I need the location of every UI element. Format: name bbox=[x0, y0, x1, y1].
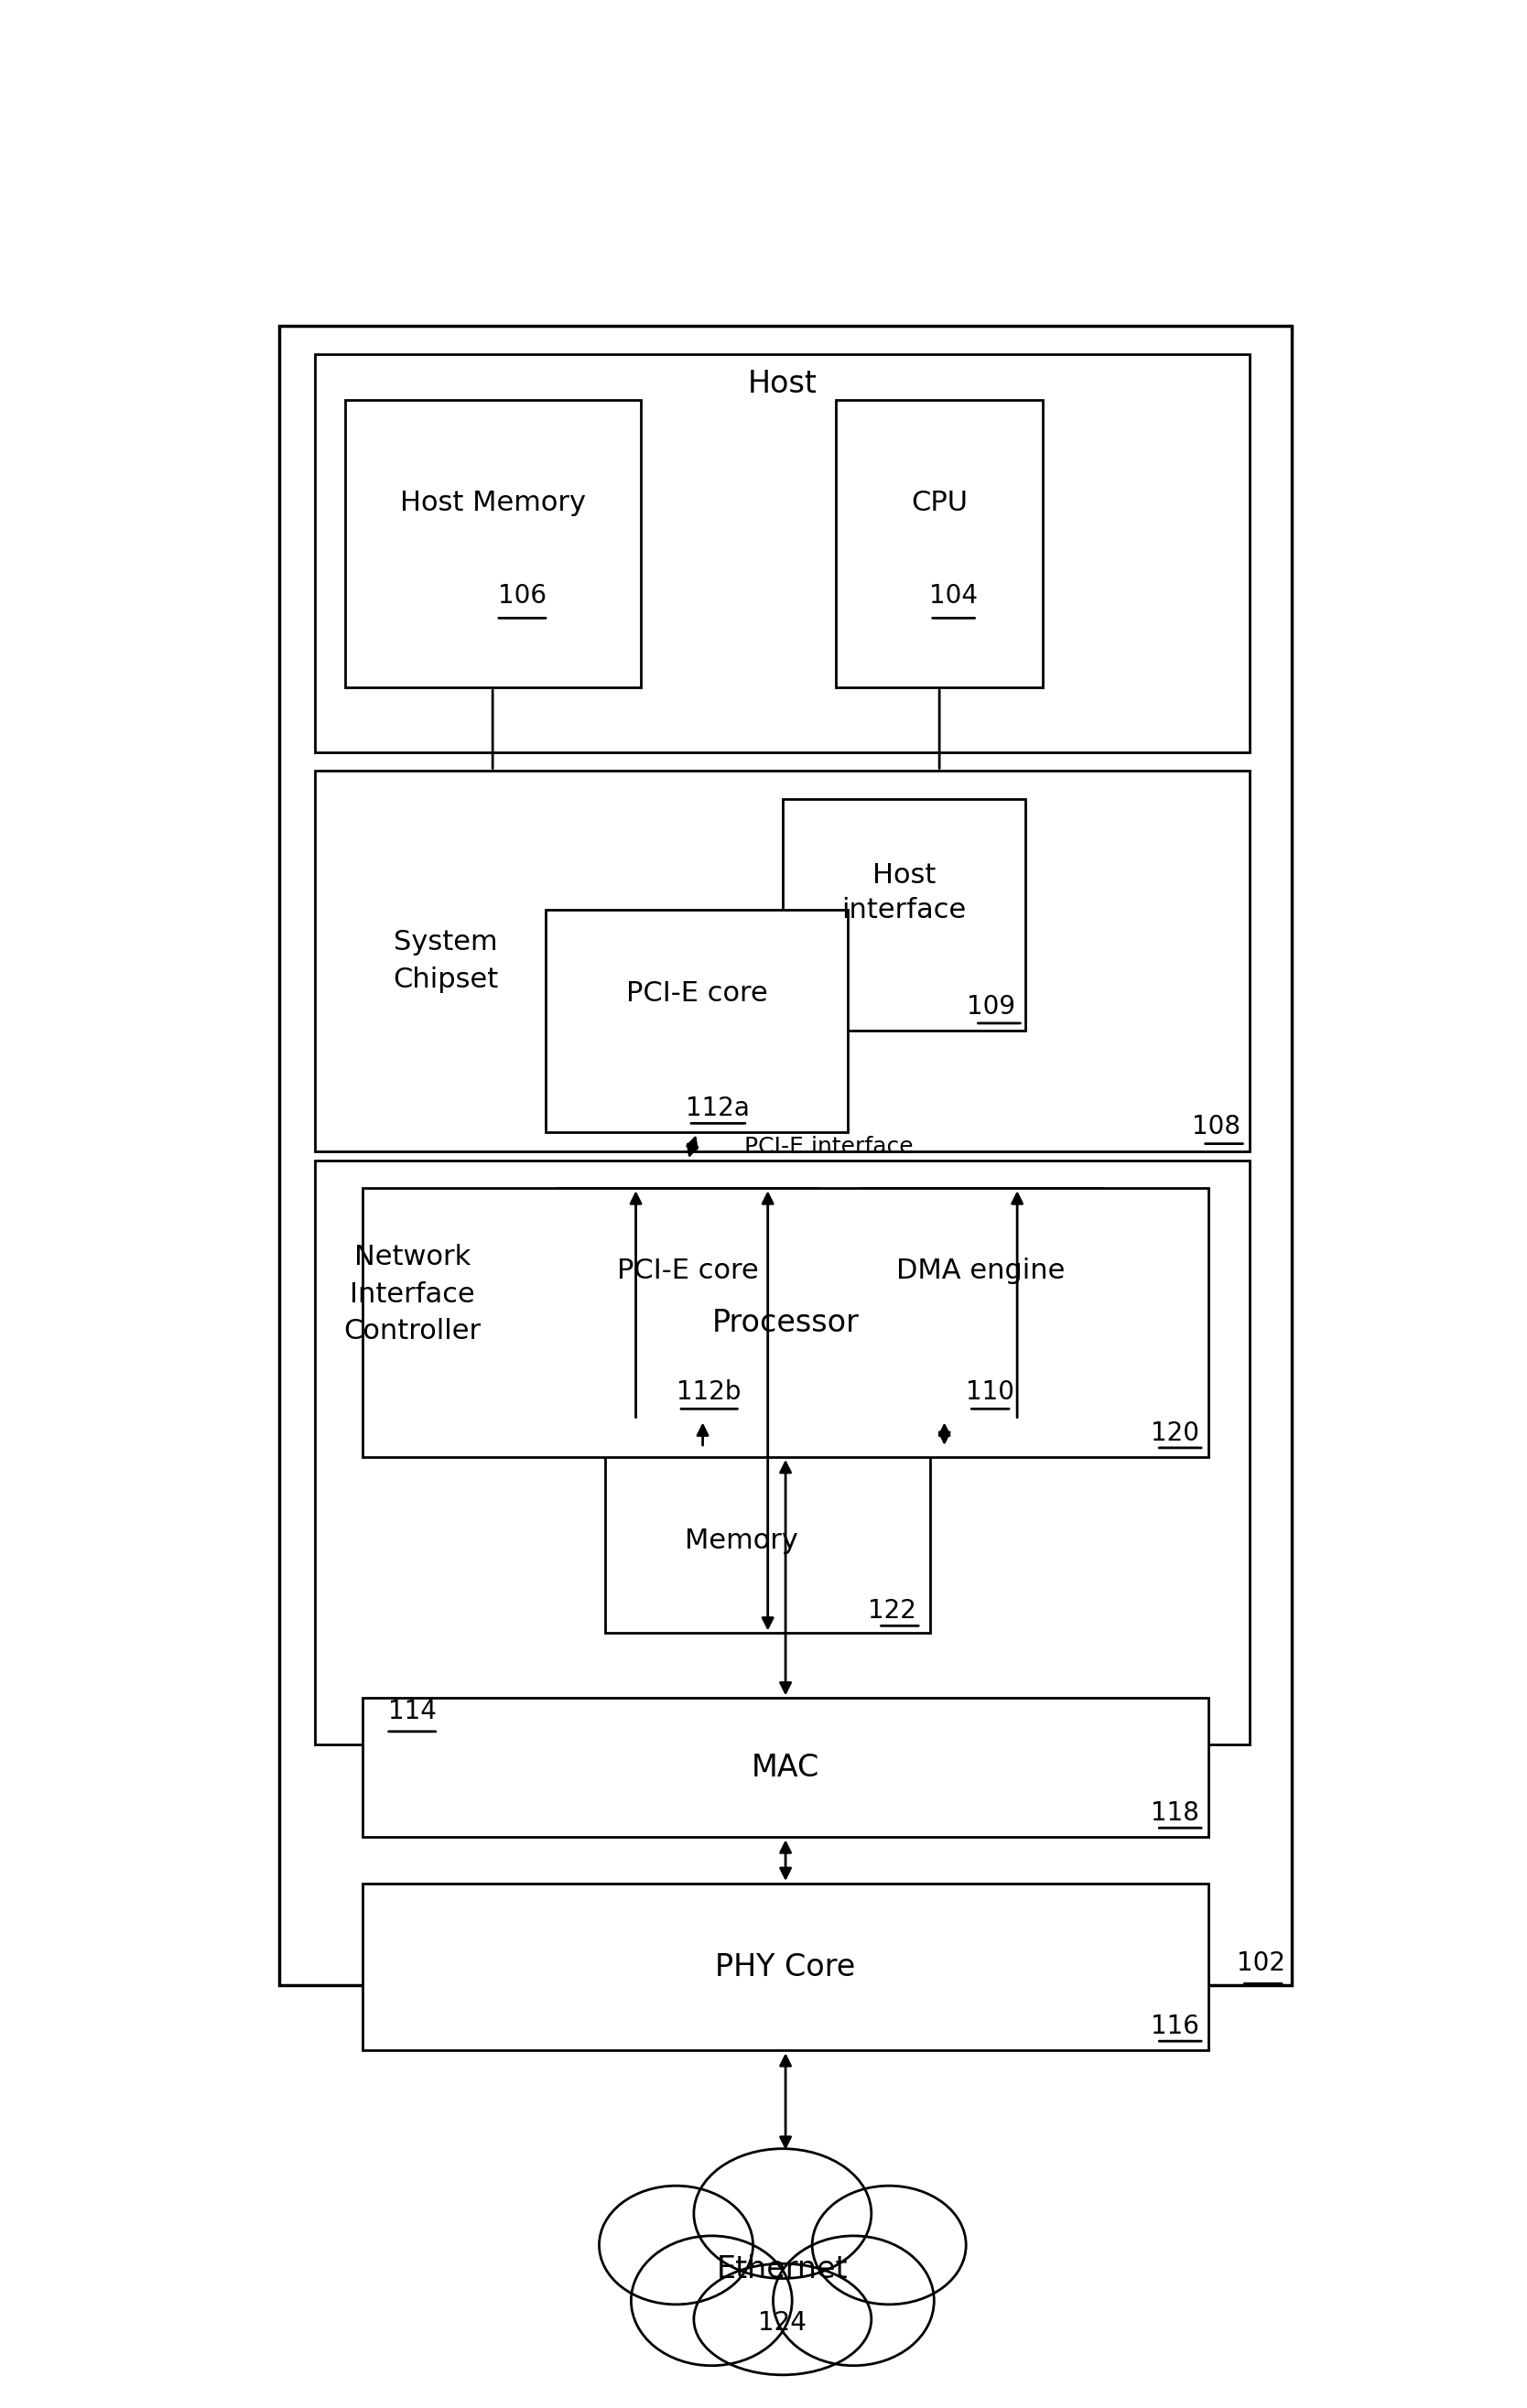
FancyBboxPatch shape bbox=[835, 400, 1043, 689]
Text: PCI-E core: PCI-E core bbox=[617, 1257, 759, 1283]
FancyBboxPatch shape bbox=[345, 400, 641, 689]
Text: 106: 106 bbox=[498, 583, 547, 609]
Ellipse shape bbox=[693, 2264, 872, 2374]
Text: PCI-E interface: PCI-E interface bbox=[744, 1137, 913, 1158]
FancyBboxPatch shape bbox=[545, 910, 847, 1132]
Text: 108: 108 bbox=[1193, 1115, 1240, 1139]
Text: Ethernet: Ethernet bbox=[716, 2254, 849, 2285]
FancyBboxPatch shape bbox=[782, 799, 1025, 1031]
Text: Host Memory: Host Memory bbox=[400, 489, 585, 515]
FancyBboxPatch shape bbox=[362, 1883, 1209, 2052]
Ellipse shape bbox=[599, 2186, 753, 2304]
Text: 104: 104 bbox=[930, 583, 977, 609]
Text: 116: 116 bbox=[1151, 2013, 1199, 2040]
Ellipse shape bbox=[631, 2235, 793, 2365]
FancyBboxPatch shape bbox=[605, 1447, 930, 1633]
Text: 109: 109 bbox=[967, 995, 1015, 1019]
FancyBboxPatch shape bbox=[557, 1187, 818, 1421]
Text: 124: 124 bbox=[759, 2309, 806, 2336]
FancyBboxPatch shape bbox=[279, 325, 1292, 1987]
FancyBboxPatch shape bbox=[362, 1187, 1209, 1457]
FancyBboxPatch shape bbox=[315, 1161, 1251, 1743]
Text: 122: 122 bbox=[867, 1599, 916, 1623]
FancyBboxPatch shape bbox=[315, 354, 1251, 751]
Ellipse shape bbox=[812, 2186, 967, 2304]
Text: 120: 120 bbox=[1151, 1421, 1199, 1445]
Text: 110: 110 bbox=[967, 1380, 1014, 1404]
FancyBboxPatch shape bbox=[315, 771, 1251, 1151]
FancyBboxPatch shape bbox=[362, 1698, 1209, 1837]
Text: 114: 114 bbox=[388, 1698, 437, 1724]
Text: Processor: Processor bbox=[712, 1308, 860, 1339]
Ellipse shape bbox=[773, 2235, 935, 2365]
Text: Host
interface: Host interface bbox=[841, 862, 967, 922]
Text: 112a: 112a bbox=[686, 1096, 750, 1122]
Text: System
Chipset: System Chipset bbox=[392, 929, 498, 992]
Text: Network
Interface
Controller: Network Interface Controller bbox=[344, 1245, 481, 1344]
Text: Memory: Memory bbox=[686, 1527, 799, 1553]
Text: PHY Core: PHY Core bbox=[715, 1953, 855, 1982]
Text: 118: 118 bbox=[1151, 1801, 1199, 1825]
Text: DMA engine: DMA engine bbox=[896, 1257, 1066, 1283]
Text: CPU: CPU bbox=[912, 489, 968, 515]
Text: MAC: MAC bbox=[751, 1753, 820, 1782]
FancyBboxPatch shape bbox=[860, 1187, 1102, 1421]
Text: 112b: 112b bbox=[676, 1380, 742, 1404]
Text: 102: 102 bbox=[1237, 1950, 1286, 1977]
Ellipse shape bbox=[693, 2148, 872, 2278]
Text: PCI-E core: PCI-E core bbox=[626, 980, 768, 1007]
Text: Host: Host bbox=[748, 368, 817, 400]
